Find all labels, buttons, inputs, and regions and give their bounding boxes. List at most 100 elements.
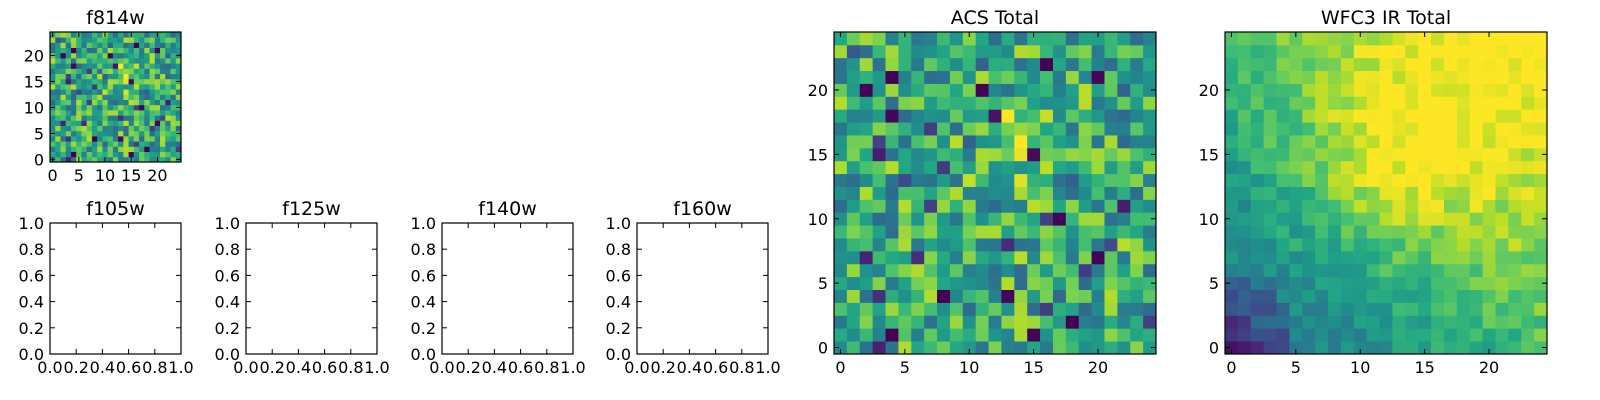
heatmap-cell xyxy=(76,120,82,126)
heatmap-cell xyxy=(872,147,886,162)
heatmap-cell xyxy=(1001,276,1015,290)
heatmap-cell xyxy=(924,199,938,213)
heatmap-cell xyxy=(846,109,861,123)
heatmap-cell xyxy=(1469,186,1483,200)
heatmap-cell xyxy=(846,250,861,265)
y-tick-label: 20 xyxy=(808,81,828,100)
heatmap-cell xyxy=(102,151,109,158)
heatmap-cell xyxy=(846,83,861,97)
heatmap-cell xyxy=(65,130,72,137)
heatmap-cell xyxy=(1379,263,1393,278)
heatmap-cell xyxy=(128,47,135,54)
heatmap-cell xyxy=(885,70,899,84)
heatmap-cell xyxy=(911,263,925,278)
heatmap-cell xyxy=(1366,212,1380,226)
heatmap-cell xyxy=(1495,147,1509,162)
heatmap-cell xyxy=(1392,341,1406,355)
heatmap-cell xyxy=(112,42,119,48)
heatmap-cell xyxy=(149,136,156,142)
heatmap-cell xyxy=(1482,32,1496,46)
heatmap-cell xyxy=(924,341,938,355)
heatmap-cell xyxy=(70,120,77,126)
heatmap-cell xyxy=(1482,109,1496,123)
heatmap-cell xyxy=(118,63,124,69)
heatmap-cell xyxy=(1250,32,1265,46)
heatmap-cell xyxy=(160,115,166,121)
heatmap-cell xyxy=(1431,263,1445,278)
heatmap-cell xyxy=(50,120,56,126)
heatmap-cell xyxy=(1117,263,1131,278)
heatmap-cell xyxy=(975,109,989,123)
heatmap-cell xyxy=(1340,250,1355,265)
heatmap-cell xyxy=(846,147,861,162)
heatmap-cell xyxy=(165,125,171,132)
heatmap-cell xyxy=(81,37,88,43)
heatmap-cell xyxy=(55,141,61,147)
heatmap-cell xyxy=(175,37,182,43)
heatmap-cell xyxy=(1289,341,1303,355)
heatmap-cell xyxy=(1482,212,1496,226)
heatmap-cell xyxy=(128,99,135,106)
heatmap-cell xyxy=(154,78,161,85)
heatmap-cell xyxy=(846,160,861,175)
heatmap-cell xyxy=(988,250,1002,265)
heatmap-cell xyxy=(144,141,150,147)
heatmap-cell xyxy=(70,156,77,163)
heatmap-cell xyxy=(911,238,925,252)
heatmap-cell xyxy=(144,58,150,64)
heatmap-cell xyxy=(1353,186,1368,200)
heatmap-cell xyxy=(1521,225,1535,239)
heatmap-cell xyxy=(1117,199,1131,213)
heatmap-cell xyxy=(133,125,140,132)
heatmap-cell xyxy=(1521,276,1535,290)
heatmap-cell xyxy=(846,263,861,278)
heatmap-cell xyxy=(1418,238,1432,252)
heatmap-cell xyxy=(1225,315,1239,329)
heatmap-cell xyxy=(60,47,67,54)
heatmap-cell xyxy=(846,199,861,213)
heatmap-cell xyxy=(76,151,82,158)
heatmap-cell xyxy=(86,146,93,152)
heatmap-cell xyxy=(937,160,951,175)
heatmap-cell xyxy=(170,125,177,132)
heatmap-cell xyxy=(1418,57,1432,72)
heatmap-cell xyxy=(170,99,177,106)
heatmap-cell xyxy=(1366,135,1380,149)
heatmap-cell xyxy=(175,141,182,147)
heatmap-cell xyxy=(175,110,182,116)
heatmap-cell xyxy=(76,84,82,90)
heatmap-cell xyxy=(1534,341,1548,355)
heatmap-cell xyxy=(97,84,103,90)
heatmap-cell xyxy=(81,94,88,100)
heatmap-cell xyxy=(1418,250,1432,265)
heatmap-cell xyxy=(1078,57,1092,72)
heatmap-cell xyxy=(144,89,150,95)
heatmap-cell xyxy=(133,32,140,38)
heatmap-cell xyxy=(76,63,82,69)
heatmap-cell xyxy=(70,125,77,132)
heatmap-cell xyxy=(1508,225,1522,239)
heatmap-cell xyxy=(123,125,129,132)
heatmap-cell xyxy=(1263,199,1277,213)
heatmap-cell xyxy=(1315,44,1329,59)
heatmap-cell xyxy=(1289,83,1303,97)
heatmap-cell xyxy=(1392,328,1406,342)
heatmap-cell xyxy=(149,94,156,100)
heatmap-cell xyxy=(1117,212,1131,226)
heatmap-cell xyxy=(81,63,88,69)
heatmap-cell xyxy=(859,250,874,265)
heatmap-cell xyxy=(924,147,938,162)
heatmap-cell xyxy=(97,136,103,142)
heatmap-cell xyxy=(128,146,135,152)
heatmap-cell xyxy=(97,115,103,121)
heatmap-cell xyxy=(86,104,93,111)
heatmap-cell xyxy=(139,42,145,48)
heatmap-cell xyxy=(859,302,874,316)
heatmap-cell xyxy=(123,63,129,69)
heatmap-cell xyxy=(1443,109,1458,123)
heatmap-cell xyxy=(1225,173,1239,187)
heatmap-cell xyxy=(1469,96,1483,110)
heatmap-cell xyxy=(1263,160,1277,175)
heatmap-cell xyxy=(1263,302,1277,316)
